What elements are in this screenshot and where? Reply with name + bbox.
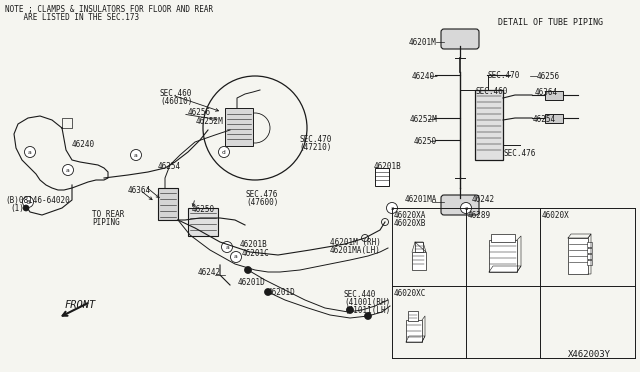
Bar (587, 248, 592, 253)
Text: 46240: 46240 (72, 140, 95, 149)
Text: PIPING: PIPING (92, 218, 120, 227)
Text: (41011(LH): (41011(LH) (344, 306, 390, 315)
Text: (47600): (47600) (246, 198, 278, 207)
FancyBboxPatch shape (441, 195, 479, 215)
Text: 46250: 46250 (414, 137, 437, 146)
Text: SEC.460: SEC.460 (476, 87, 508, 96)
Text: SEC.460: SEC.460 (160, 89, 193, 98)
Text: (B)08146-64020: (B)08146-64020 (5, 196, 70, 205)
Text: SEC.470: SEC.470 (487, 71, 520, 80)
Circle shape (387, 202, 397, 214)
Circle shape (461, 202, 472, 214)
Bar (375, 168, 389, 186)
Text: 46201D: 46201D (238, 278, 266, 287)
Text: 46020X: 46020X (542, 211, 570, 220)
Bar (545, 91, 563, 100)
Text: SEC.476: SEC.476 (246, 190, 278, 199)
Text: 46289: 46289 (468, 211, 491, 220)
Text: 46201B: 46201B (240, 240, 268, 249)
Text: 46020XC: 46020XC (394, 289, 426, 298)
Text: 46201M: 46201M (409, 38, 436, 47)
Bar (412, 252, 426, 270)
Bar (188, 208, 218, 236)
Text: DETAIL OF TUBE PIPING: DETAIL OF TUBE PIPING (498, 18, 603, 27)
Text: 46201MA(LH): 46201MA(LH) (330, 246, 381, 255)
Bar (587, 242, 592, 247)
Text: 46020XA: 46020XA (394, 211, 426, 220)
Text: 46020XB: 46020XB (394, 219, 426, 228)
Text: a: a (134, 153, 138, 157)
Text: (1): (1) (10, 204, 24, 213)
Text: 46364: 46364 (128, 186, 151, 195)
Text: 46242: 46242 (198, 268, 221, 277)
Circle shape (24, 147, 35, 157)
Text: X462003Y: X462003Y (568, 350, 611, 359)
Bar (158, 188, 178, 220)
Circle shape (346, 307, 353, 314)
Bar (568, 238, 588, 274)
Text: 46201D: 46201D (268, 288, 296, 297)
Bar (408, 311, 418, 321)
Text: 46250: 46250 (192, 205, 215, 214)
Text: a: a (390, 205, 394, 211)
Text: 46254: 46254 (533, 115, 556, 124)
Text: d: d (222, 150, 226, 154)
Bar (415, 242, 423, 252)
Bar (406, 320, 422, 342)
Circle shape (221, 241, 232, 253)
Text: TO REAR: TO REAR (92, 210, 124, 219)
Text: a: a (225, 244, 229, 250)
Text: 46252M: 46252M (410, 115, 438, 124)
Bar (587, 260, 592, 265)
Circle shape (365, 312, 371, 320)
Text: a: a (234, 254, 238, 260)
Text: SEC.470: SEC.470 (299, 135, 332, 144)
Text: SEC.476: SEC.476 (504, 149, 536, 158)
Text: 46201B: 46201B (374, 162, 402, 171)
Bar (225, 108, 253, 146)
Text: a: a (66, 167, 70, 173)
Bar (475, 90, 503, 160)
FancyBboxPatch shape (441, 29, 479, 49)
Text: B: B (26, 199, 30, 205)
Text: 46364: 46364 (535, 88, 558, 97)
Text: 46242: 46242 (472, 195, 495, 204)
Text: 46252M: 46252M (196, 117, 224, 126)
Text: 46256: 46256 (537, 72, 560, 81)
Circle shape (230, 251, 241, 263)
Text: 46201M (RH): 46201M (RH) (330, 238, 381, 247)
Bar (491, 234, 515, 242)
Bar (545, 114, 563, 123)
Text: a: a (28, 150, 32, 154)
Circle shape (244, 266, 252, 273)
Circle shape (22, 196, 33, 208)
Text: 46254: 46254 (158, 162, 181, 171)
Text: a: a (465, 205, 468, 211)
Text: (46010): (46010) (160, 97, 193, 106)
Text: (47210): (47210) (299, 143, 332, 152)
Text: FRONT: FRONT (65, 300, 96, 310)
Bar (489, 240, 517, 272)
Text: 46240-: 46240- (412, 72, 440, 81)
Circle shape (264, 289, 271, 295)
Circle shape (23, 205, 29, 211)
Circle shape (218, 147, 230, 157)
Circle shape (63, 164, 74, 176)
Text: 46256: 46256 (188, 108, 211, 117)
Text: (41001(RH): (41001(RH) (344, 298, 390, 307)
Text: NOTE ; CLAMPS & INSULATORS FOR FLOOR AND REAR: NOTE ; CLAMPS & INSULATORS FOR FLOOR AND… (5, 5, 213, 14)
Text: ARE LISTED IN THE SEC.173: ARE LISTED IN THE SEC.173 (5, 13, 139, 22)
Text: SEC.440: SEC.440 (344, 290, 376, 299)
Text: 46201MA: 46201MA (405, 195, 437, 204)
Bar (587, 254, 592, 259)
Circle shape (131, 150, 141, 160)
Text: 46201C: 46201C (242, 249, 269, 258)
